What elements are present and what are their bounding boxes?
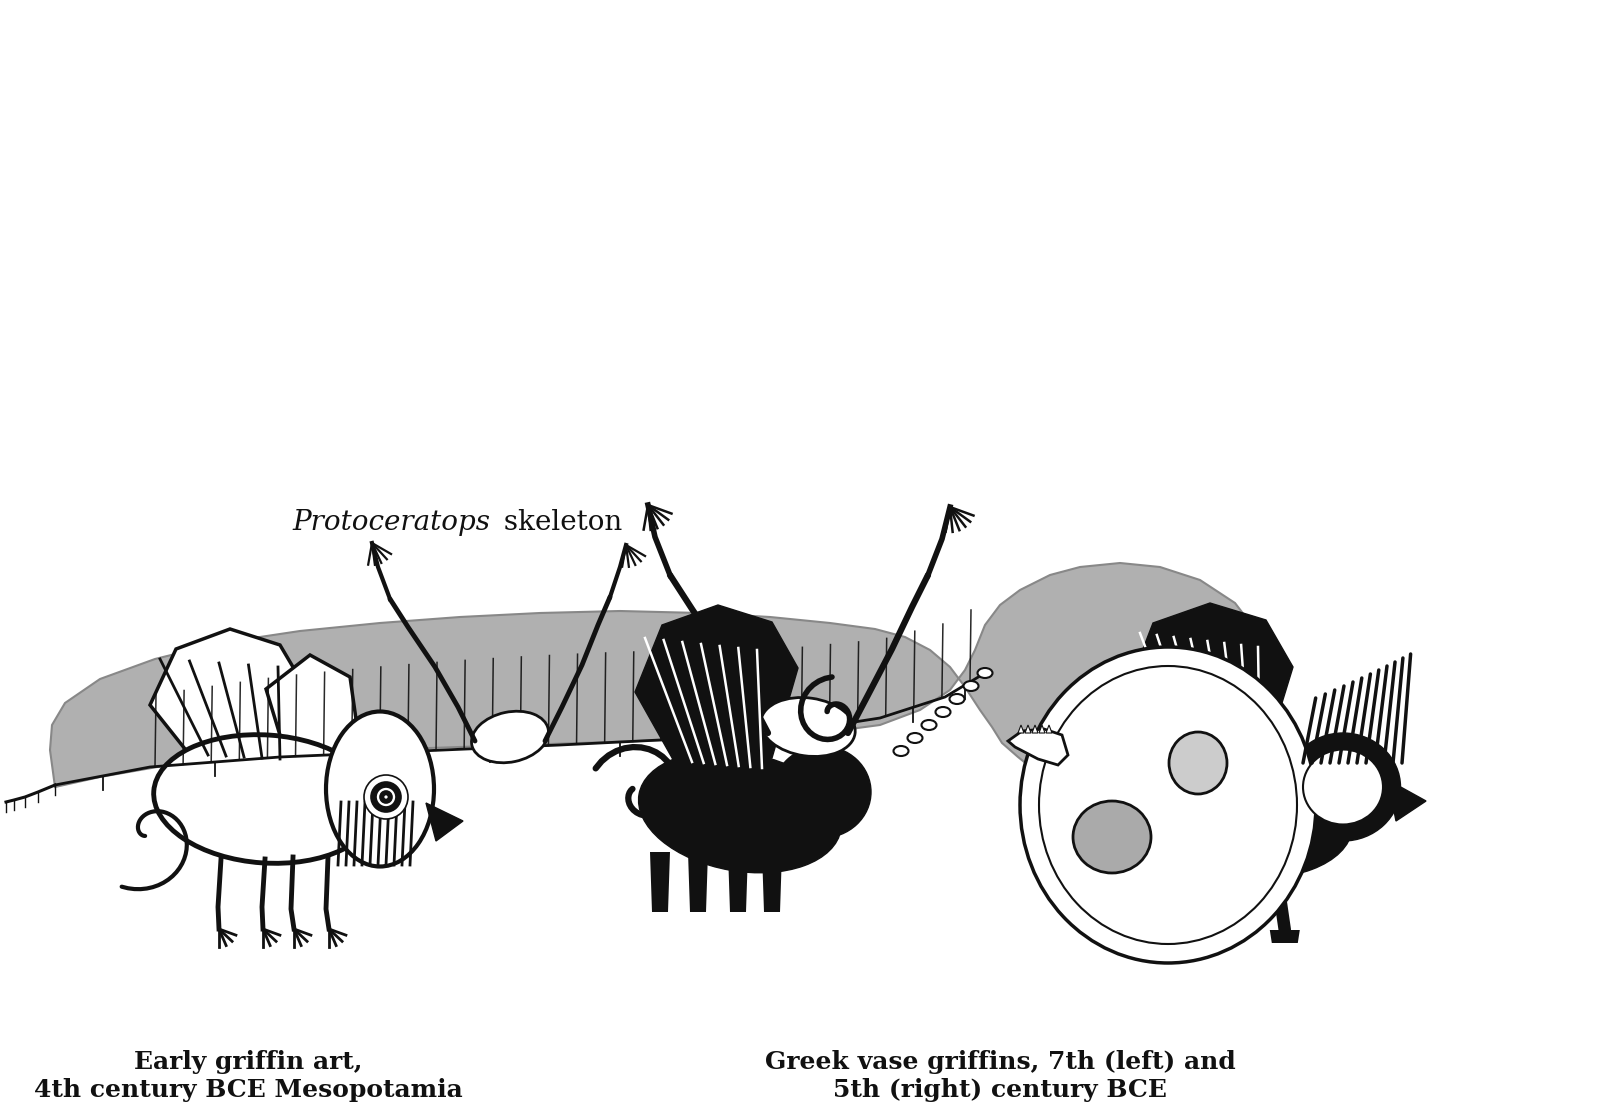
Polygon shape (1389, 780, 1426, 821)
Ellipse shape (760, 698, 856, 756)
Polygon shape (1179, 930, 1208, 943)
Ellipse shape (936, 707, 950, 717)
Ellipse shape (1021, 647, 1315, 963)
Polygon shape (1107, 930, 1138, 943)
Ellipse shape (963, 681, 979, 691)
Ellipse shape (978, 668, 992, 678)
Polygon shape (266, 655, 355, 755)
Polygon shape (635, 605, 798, 774)
Ellipse shape (949, 694, 965, 704)
Polygon shape (1046, 725, 1053, 733)
Ellipse shape (638, 752, 842, 873)
Ellipse shape (1074, 801, 1150, 873)
Polygon shape (1126, 603, 1293, 770)
Text: Protoceratops: Protoceratops (291, 510, 490, 536)
Ellipse shape (893, 746, 909, 756)
Polygon shape (1032, 725, 1038, 733)
Polygon shape (426, 803, 462, 841)
Text: Greek vase griffins, 7th (left) and: Greek vase griffins, 7th (left) and (765, 1050, 1235, 1074)
Polygon shape (1038, 725, 1045, 733)
Circle shape (381, 791, 392, 803)
Polygon shape (1202, 930, 1232, 943)
Text: skeleton: skeleton (494, 510, 622, 536)
Polygon shape (728, 852, 749, 912)
Polygon shape (650, 852, 670, 912)
Ellipse shape (1120, 747, 1352, 879)
Ellipse shape (1302, 749, 1382, 824)
Polygon shape (1008, 729, 1069, 765)
Text: 4th century BCE Mesopotamia: 4th century BCE Mesopotamia (34, 1078, 462, 1102)
Polygon shape (1018, 725, 1024, 733)
Ellipse shape (773, 746, 870, 838)
Polygon shape (150, 629, 306, 765)
Circle shape (376, 787, 397, 807)
Polygon shape (50, 563, 1278, 838)
Polygon shape (688, 852, 707, 912)
Ellipse shape (922, 720, 936, 730)
Ellipse shape (1285, 733, 1400, 841)
Polygon shape (1270, 930, 1299, 943)
Ellipse shape (154, 735, 378, 863)
Circle shape (384, 795, 389, 799)
Ellipse shape (1170, 733, 1227, 794)
Circle shape (365, 775, 408, 820)
Ellipse shape (907, 733, 923, 743)
Ellipse shape (326, 711, 434, 866)
Circle shape (371, 782, 402, 812)
Polygon shape (762, 852, 782, 912)
Ellipse shape (472, 711, 549, 763)
Text: Early griffin art,: Early griffin art, (134, 1050, 362, 1074)
Polygon shape (1026, 725, 1030, 733)
Text: 5th (right) century BCE: 5th (right) century BCE (834, 1078, 1166, 1102)
